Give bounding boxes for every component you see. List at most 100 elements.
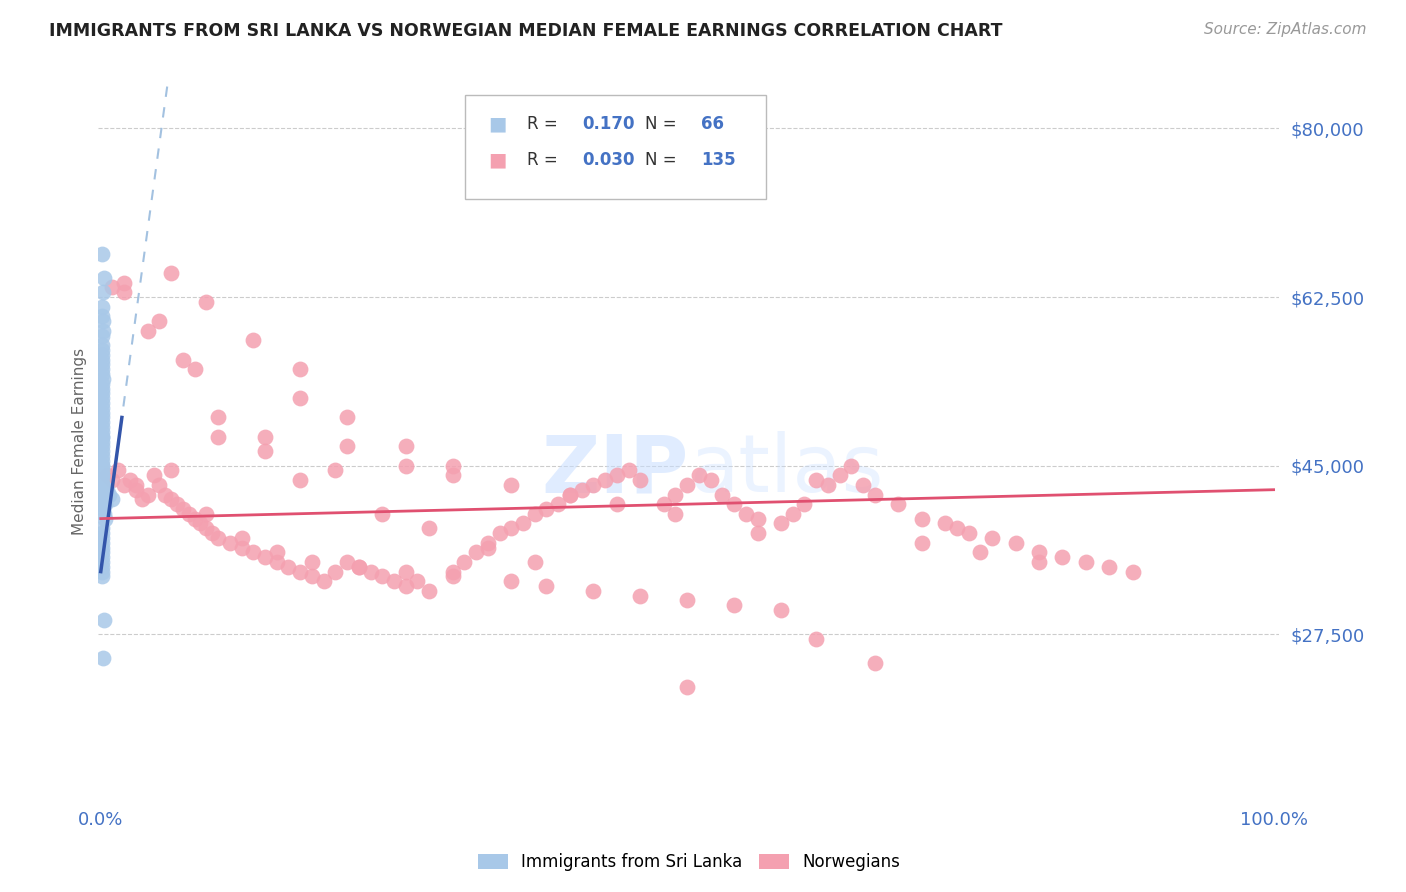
Point bbox=[93, 507, 115, 521]
Point bbox=[91, 362, 114, 376]
Point bbox=[91, 531, 114, 545]
Point bbox=[817, 478, 839, 492]
Point bbox=[312, 574, 335, 589]
Point bbox=[382, 574, 405, 589]
Point bbox=[91, 502, 114, 516]
Point bbox=[160, 266, 183, 280]
Point bbox=[336, 555, 359, 569]
Point bbox=[266, 555, 288, 569]
Point bbox=[91, 434, 114, 449]
Point bbox=[231, 531, 253, 545]
Point bbox=[136, 487, 159, 501]
Point bbox=[253, 444, 276, 458]
Point bbox=[218, 535, 240, 549]
Point bbox=[125, 483, 148, 497]
Y-axis label: Median Female Earnings: Median Female Earnings bbox=[72, 348, 87, 535]
Point bbox=[91, 521, 114, 535]
Point bbox=[441, 565, 464, 579]
Point bbox=[91, 300, 114, 314]
Point bbox=[91, 382, 114, 396]
Point bbox=[371, 569, 394, 583]
Point bbox=[91, 348, 114, 362]
FancyBboxPatch shape bbox=[464, 95, 766, 200]
Point bbox=[793, 497, 815, 511]
Point bbox=[806, 632, 828, 646]
Point bbox=[769, 603, 792, 617]
Point bbox=[418, 521, 440, 535]
Point bbox=[512, 516, 534, 531]
Point bbox=[155, 487, 177, 501]
Point bbox=[347, 559, 370, 574]
Point bbox=[91, 444, 114, 458]
Point bbox=[699, 473, 721, 487]
Point bbox=[96, 483, 118, 497]
Point bbox=[1004, 535, 1026, 549]
Point bbox=[172, 352, 194, 367]
Point bbox=[91, 401, 114, 415]
Point bbox=[91, 246, 114, 260]
Point bbox=[94, 511, 117, 525]
Point bbox=[288, 391, 311, 405]
Point bbox=[91, 367, 114, 381]
Point bbox=[957, 526, 980, 541]
Point bbox=[201, 526, 224, 541]
Point bbox=[91, 430, 114, 444]
Point bbox=[911, 511, 934, 525]
Point bbox=[91, 391, 114, 405]
Point bbox=[148, 478, 170, 492]
Point bbox=[395, 565, 418, 579]
Point bbox=[1028, 555, 1050, 569]
Point bbox=[325, 565, 347, 579]
Point bbox=[1098, 559, 1121, 574]
Point bbox=[91, 473, 114, 487]
Point bbox=[195, 521, 218, 535]
Point bbox=[536, 579, 558, 593]
Point bbox=[207, 531, 229, 545]
Point bbox=[617, 463, 640, 477]
Point bbox=[547, 497, 569, 511]
Point bbox=[91, 497, 114, 511]
Point bbox=[863, 487, 886, 501]
Point bbox=[91, 449, 114, 463]
Point bbox=[101, 280, 124, 294]
Point bbox=[177, 507, 200, 521]
Point bbox=[190, 516, 212, 531]
Point bbox=[91, 468, 114, 483]
Point bbox=[981, 531, 1004, 545]
Point bbox=[277, 559, 299, 574]
Point bbox=[395, 579, 418, 593]
Point bbox=[112, 285, 135, 300]
Point bbox=[91, 463, 114, 477]
Point bbox=[911, 535, 934, 549]
Point bbox=[136, 324, 159, 338]
Text: ■: ■ bbox=[488, 114, 506, 133]
Point bbox=[477, 535, 499, 549]
Point bbox=[747, 526, 769, 541]
Point bbox=[91, 550, 114, 565]
Point bbox=[112, 276, 135, 290]
Point bbox=[91, 458, 114, 473]
Point bbox=[91, 565, 114, 579]
Point bbox=[91, 328, 114, 343]
Point bbox=[441, 458, 464, 473]
Point bbox=[91, 651, 114, 665]
Point bbox=[107, 463, 129, 477]
Point bbox=[501, 521, 523, 535]
Point bbox=[863, 656, 886, 670]
Point bbox=[91, 352, 114, 367]
Point bbox=[91, 526, 114, 541]
Point bbox=[120, 473, 142, 487]
Point bbox=[142, 468, 165, 483]
Point bbox=[101, 492, 124, 507]
Point bbox=[406, 574, 429, 589]
Point bbox=[195, 507, 218, 521]
Text: ZIP: ZIP bbox=[541, 432, 689, 509]
Point bbox=[125, 478, 148, 492]
Point bbox=[288, 362, 311, 376]
Point bbox=[91, 358, 114, 372]
Point bbox=[94, 497, 117, 511]
Point bbox=[711, 487, 734, 501]
Point bbox=[91, 545, 114, 559]
Point bbox=[253, 550, 276, 565]
Point bbox=[91, 454, 114, 468]
